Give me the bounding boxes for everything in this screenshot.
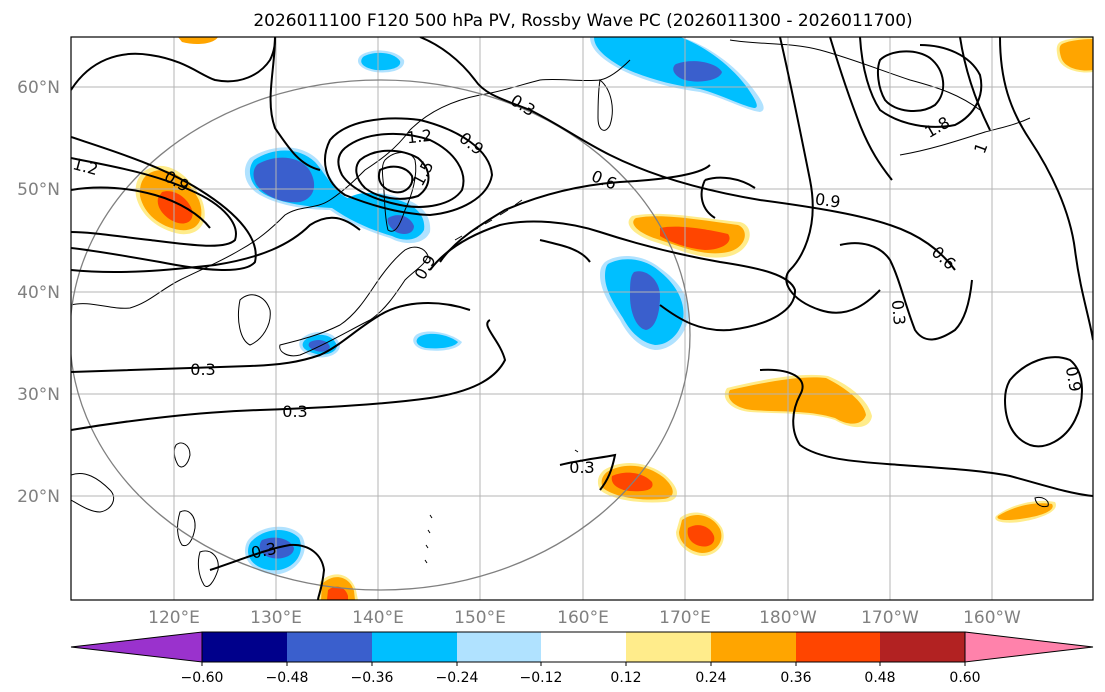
contour-label: 0.3 xyxy=(888,299,909,326)
colorbar-tick-label: −0.48 xyxy=(266,670,309,686)
colorbar-segment xyxy=(796,632,880,662)
longitude-labels: 120°E 130°E 140°E 150°E 160°E 170°E 180°… xyxy=(148,608,1021,628)
colorbar-tick-label: 0.60 xyxy=(949,670,980,686)
contour-label: 0.3 xyxy=(282,402,307,421)
map-area: 1.2 0.9 0.3 1.2 0.9 1.5 0.6 0.9 0.9 1.8 … xyxy=(71,37,1093,600)
reference-circle xyxy=(71,79,691,591)
colorbar-segment xyxy=(202,632,287,662)
lat-label: 40°N xyxy=(17,283,60,303)
colorbar-tick-label: −0.12 xyxy=(520,670,563,686)
colorbar-segment xyxy=(880,632,965,662)
colorbar-tick-label: 0.48 xyxy=(864,670,895,686)
colorbar-tick-label: 0.24 xyxy=(695,670,726,686)
colorbar-extend-low xyxy=(70,631,203,663)
contour-label: 1.2 xyxy=(406,126,433,148)
lon-label: 160°W xyxy=(963,608,1021,628)
contour-label: 0.3 xyxy=(249,539,278,563)
colorbar: −0.60 −0.48 −0.36 −0.24 −0.12 0.12 0.24 … xyxy=(70,631,1094,686)
map-frame xyxy=(70,36,1094,601)
pv-contours xyxy=(71,37,1093,600)
gridlines xyxy=(71,37,1093,600)
lat-label: 50°N xyxy=(17,180,60,200)
colorbar-segment xyxy=(626,632,711,662)
colorbar-segment xyxy=(457,632,541,662)
contour-label: 0.9 xyxy=(814,189,842,211)
lat-label: 30°N xyxy=(17,385,60,405)
colorbar-tick-label: −0.36 xyxy=(351,670,394,686)
colorbar-extend-high xyxy=(964,631,1094,663)
colorbar-segment xyxy=(541,632,626,662)
lon-label: 180°W xyxy=(759,608,817,628)
colorbar-tick-label: −0.24 xyxy=(436,670,479,686)
contour-label: 0.9 xyxy=(1062,365,1085,393)
lon-label: 170°W xyxy=(861,608,919,628)
lon-label: 170°E xyxy=(659,608,711,628)
colorbar-segment xyxy=(372,632,457,662)
colorbar-segment xyxy=(711,632,796,662)
lat-label: 60°N xyxy=(17,78,60,98)
lon-label: 120°E xyxy=(148,608,200,628)
colorbar-segment xyxy=(287,632,372,662)
lat-label: 20°N xyxy=(17,487,60,507)
colorbar-tick-label: −0.60 xyxy=(181,670,224,686)
lon-label: 130°E xyxy=(250,608,302,628)
contour-label: 0.3 xyxy=(569,458,594,477)
colorbar-tick-label: 0.12 xyxy=(610,670,641,686)
colorbar-tick-label: 0.36 xyxy=(780,670,811,686)
lon-label: 140°E xyxy=(352,608,404,628)
contour-label: 0.3 xyxy=(190,360,215,379)
figure-title: 2026011100 F120 500 hPa PV, Rossby Wave … xyxy=(253,11,912,31)
lon-label: 160°E xyxy=(557,608,609,628)
latitude-labels: 60°N 50°N 40°N 30°N 20°N xyxy=(17,78,60,507)
lon-label: 150°E xyxy=(454,608,506,628)
